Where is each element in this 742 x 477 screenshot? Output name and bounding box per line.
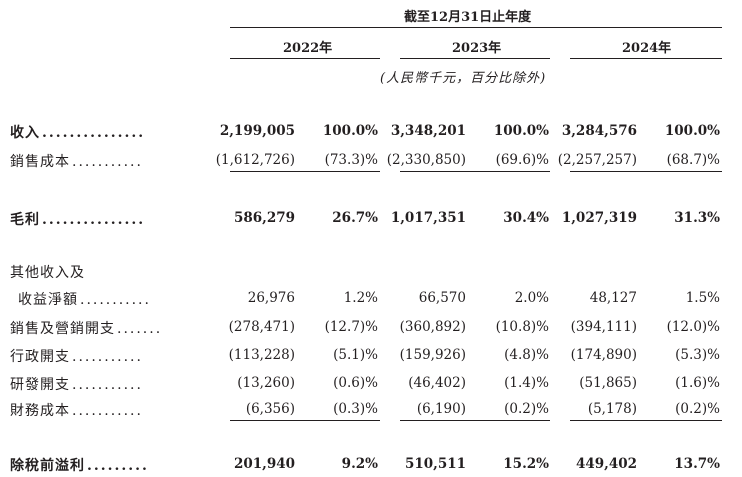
cell-value: 449,402 xyxy=(575,456,637,472)
year-2023-rule xyxy=(400,58,550,59)
cell-value: 13.7% xyxy=(674,456,720,472)
row-label: 銷售成本........... xyxy=(10,151,143,171)
row-label: 除稅前溢利......... xyxy=(10,455,149,475)
cell-value: 2.0% xyxy=(514,290,549,306)
cell-value: (0.2)% xyxy=(504,401,549,417)
cell-value: 201,940 xyxy=(233,456,295,472)
row-label: 財務成本........... xyxy=(10,400,143,420)
row-label-leader-dots: ....... xyxy=(117,321,163,337)
cell-value: 1,027,319 xyxy=(561,210,637,226)
cell-value: (5,178) xyxy=(587,401,637,417)
row-label-leader-dots: ........... xyxy=(80,292,151,308)
row-label: 其他收入及 xyxy=(10,262,87,282)
row-label: 收益淨額........... xyxy=(18,289,151,309)
cell-value: (0.3)% xyxy=(333,401,378,417)
row-label-leader-dots: ........... xyxy=(72,377,143,393)
cell-value: 26.7% xyxy=(332,210,378,226)
cell-value: (1.6)% xyxy=(675,375,720,391)
cell-value: (2,330,850) xyxy=(386,152,466,168)
cell-value: 1.2% xyxy=(343,290,378,306)
cell-value: 1,017,351 xyxy=(390,210,466,226)
row-label-leader-dots: ............... xyxy=(42,125,146,141)
cell-value: (13,260) xyxy=(237,375,295,391)
cell-value: 2,199,005 xyxy=(219,123,295,139)
row-label-leader-dots: ........... xyxy=(72,403,143,419)
row-label-text: 收入 xyxy=(10,125,40,141)
row-label: 銷售及營銷開支....... xyxy=(10,318,162,338)
cell-value: (278,471) xyxy=(228,319,295,335)
cell-value: 15.2% xyxy=(503,456,549,472)
cell-value: (69.6)% xyxy=(495,152,549,168)
cell-value: (51,865) xyxy=(579,375,637,391)
cell-value: 100.0% xyxy=(322,123,378,139)
cell-value: 510,511 xyxy=(404,456,466,472)
cell-value: 26,976 xyxy=(247,290,295,306)
subtotal-rule xyxy=(570,420,722,421)
row-label-text: 行政開支 xyxy=(10,349,70,365)
row-label: 行政開支........... xyxy=(10,346,143,366)
row-label-leader-dots: ............... xyxy=(42,212,146,228)
unit-note: (人民幣千元，百分比除外) xyxy=(380,71,547,86)
row-label: 收入............... xyxy=(10,122,145,142)
subtotal-rule xyxy=(400,420,550,421)
subtotal-rule xyxy=(400,171,550,172)
row-label-text: 研發開支 xyxy=(10,377,70,393)
cell-value: 66,570 xyxy=(418,290,466,306)
cell-value: 31.3% xyxy=(674,210,720,226)
subtotal-rule xyxy=(230,420,380,421)
year-2022-rule xyxy=(230,58,380,59)
row-label-leader-dots: ........... xyxy=(72,154,143,170)
subtotal-rule xyxy=(570,171,722,172)
cell-value: (5.1)% xyxy=(333,347,378,363)
row-label: 研發開支........... xyxy=(10,374,143,394)
cell-value: (10.8)% xyxy=(495,319,549,335)
cell-value: (360,892) xyxy=(399,319,466,335)
row-label-text: 財務成本 xyxy=(10,403,70,419)
cell-value: (6,356) xyxy=(245,401,295,417)
cell-value: (174,890) xyxy=(570,347,637,363)
cell-value: 586,279 xyxy=(233,210,295,226)
cell-value: (113,228) xyxy=(228,347,295,363)
cell-value: 48,127 xyxy=(589,290,637,306)
cell-value: (1.4)% xyxy=(504,375,549,391)
cell-value: (6,190) xyxy=(416,401,466,417)
cell-value: 3,348,201 xyxy=(390,123,466,139)
cell-value: (5.3)% xyxy=(675,347,720,363)
period-rule xyxy=(230,27,722,28)
cell-value: 30.4% xyxy=(503,210,549,226)
cell-value: 100.0% xyxy=(664,123,720,139)
cell-value: (159,926) xyxy=(399,347,466,363)
cell-value: 1.5% xyxy=(685,290,720,306)
subtotal-rule xyxy=(230,171,380,172)
year-2024-header: 2024年 xyxy=(622,41,672,56)
period-header: 截至12月31日止年度 xyxy=(404,10,532,25)
row-label-text: 銷售成本 xyxy=(10,154,70,170)
row-label-text: 收益淨額 xyxy=(18,292,78,308)
cell-value: (1,612,726) xyxy=(215,152,295,168)
cell-value: (0.2)% xyxy=(675,401,720,417)
cell-value: 3,284,576 xyxy=(561,123,637,139)
cell-value: (12.0)% xyxy=(666,319,720,335)
cell-value: (73.3)% xyxy=(324,152,378,168)
row-label: 毛利............... xyxy=(10,209,145,229)
row-label-text: 毛利 xyxy=(10,212,40,228)
row-label-text: 銷售及營銷開支 xyxy=(10,321,115,337)
cell-value: (394,111) xyxy=(570,319,637,335)
cell-value: (46,402) xyxy=(408,375,466,391)
row-label-text: 除稅前溢利 xyxy=(10,458,85,474)
cell-value: (68.7)% xyxy=(666,152,720,168)
cell-value: (0.6)% xyxy=(333,375,378,391)
year-2023-header: 2023年 xyxy=(452,41,502,56)
cell-value: 100.0% xyxy=(493,123,549,139)
cell-value: (4.8)% xyxy=(504,347,549,363)
cell-value: (2,257,257) xyxy=(557,152,637,168)
row-label-leader-dots: ........... xyxy=(72,349,143,365)
cell-value: (12.7)% xyxy=(324,319,378,335)
year-2022-header: 2022年 xyxy=(283,41,333,56)
row-label-text: 其他收入及 xyxy=(10,265,85,281)
cell-value: 9.2% xyxy=(341,456,378,472)
year-2024-rule xyxy=(570,58,722,59)
row-label-leader-dots: ......... xyxy=(87,458,149,474)
